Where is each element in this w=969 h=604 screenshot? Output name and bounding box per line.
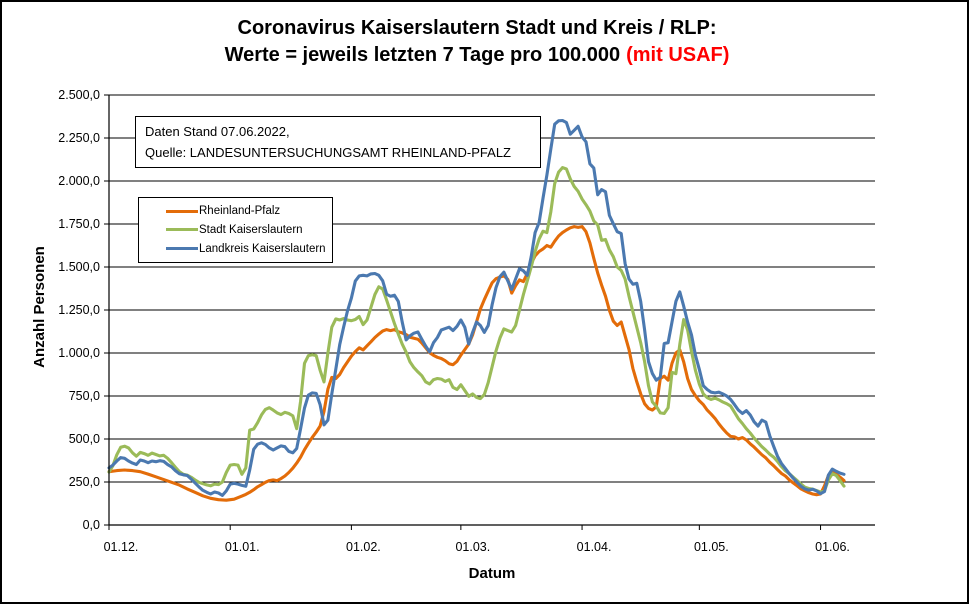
data-status-line: Daten Stand 07.06.2022, <box>145 124 290 139</box>
y-tick-label: 2.500,0 <box>58 88 100 102</box>
legend-swatch-stadt-kaiserslautern <box>166 228 198 232</box>
series-line-stadt-kaiserslautern <box>107 166 846 494</box>
legend-item-stadt-kaiserslautern: Stadt Kaiserslautern <box>139 222 332 238</box>
x-tick-label: 01.04. <box>577 540 612 554</box>
x-tick-label: 01.02. <box>346 540 381 554</box>
x-axis-title: Datum <box>468 565 516 582</box>
y-tick-label: 1.500,0 <box>58 260 100 274</box>
data-source-box: Daten Stand 07.06.2022, Quelle: LANDESUN… <box>135 116 541 168</box>
y-tick-label: 0,0 <box>83 518 100 532</box>
chart-title-line1: Coronavirus Kaiserslautern Stadt und Kre… <box>237 17 717 39</box>
x-tick-label: 01.12. <box>104 540 139 554</box>
x-tick-label: 01.06. <box>815 540 850 554</box>
y-tick-label: 750,0 <box>69 389 100 403</box>
chart-title: Coronavirus Kaiserslautern Stadt und Kre… <box>2 15 952 69</box>
legend-label: Stadt Kaiserslautern <box>199 223 303 236</box>
legend-item-rheinland-pfalz: Rheinland-Pfalz <box>139 203 332 219</box>
legend-swatch-rheinland-pfalz <box>166 209 198 213</box>
y-tick-label: 1.000,0 <box>58 346 100 360</box>
x-tick-label: 01.05. <box>694 540 729 554</box>
x-tick-label: 01.01. <box>225 540 260 554</box>
series-line-landkreis-kaiserslautern <box>107 118 846 497</box>
usaf-highlight: (mit USAF) <box>626 44 730 66</box>
y-tick-label: 1.750,0 <box>58 217 100 231</box>
legend-label: Landkreis Kaiserslautern <box>199 242 326 255</box>
legend-label: Rheinland-Pfalz <box>199 205 281 218</box>
y-tick-label: 500,0 <box>69 432 100 446</box>
series-line-rheinland-pfalz <box>107 225 846 502</box>
y-axis-title: Anzahl Personen <box>31 246 48 368</box>
y-tick-label: 250,0 <box>69 475 100 489</box>
x-tick-label: 01.03. <box>455 540 490 554</box>
chart-title-line2: Werte = jeweils letzten 7 Tage pro 100.0… <box>224 44 730 66</box>
legend-swatch-landkreis-kaiserslautern <box>166 247 198 251</box>
legend: Rheinland-Pfalz Stadt Kaiserslautern Lan… <box>138 197 333 263</box>
y-tick-label: 2.000,0 <box>58 174 100 188</box>
legend-item-landkreis-kaiserslautern: Landkreis Kaiserslautern <box>139 241 332 257</box>
y-tick-label: 2.250,0 <box>58 131 100 145</box>
data-source-line: Quelle: LANDESUNTERSUCHUNGSAMT RHEINLAND… <box>145 145 511 160</box>
y-tick-label: 1.250,0 <box>58 303 100 317</box>
